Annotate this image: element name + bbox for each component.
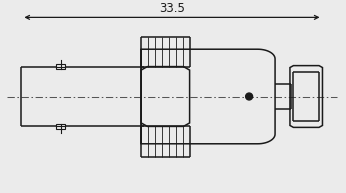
Text: 33.5: 33.5 [159,2,185,15]
Circle shape [246,93,253,100]
Polygon shape [56,64,65,69]
Polygon shape [56,124,65,129]
